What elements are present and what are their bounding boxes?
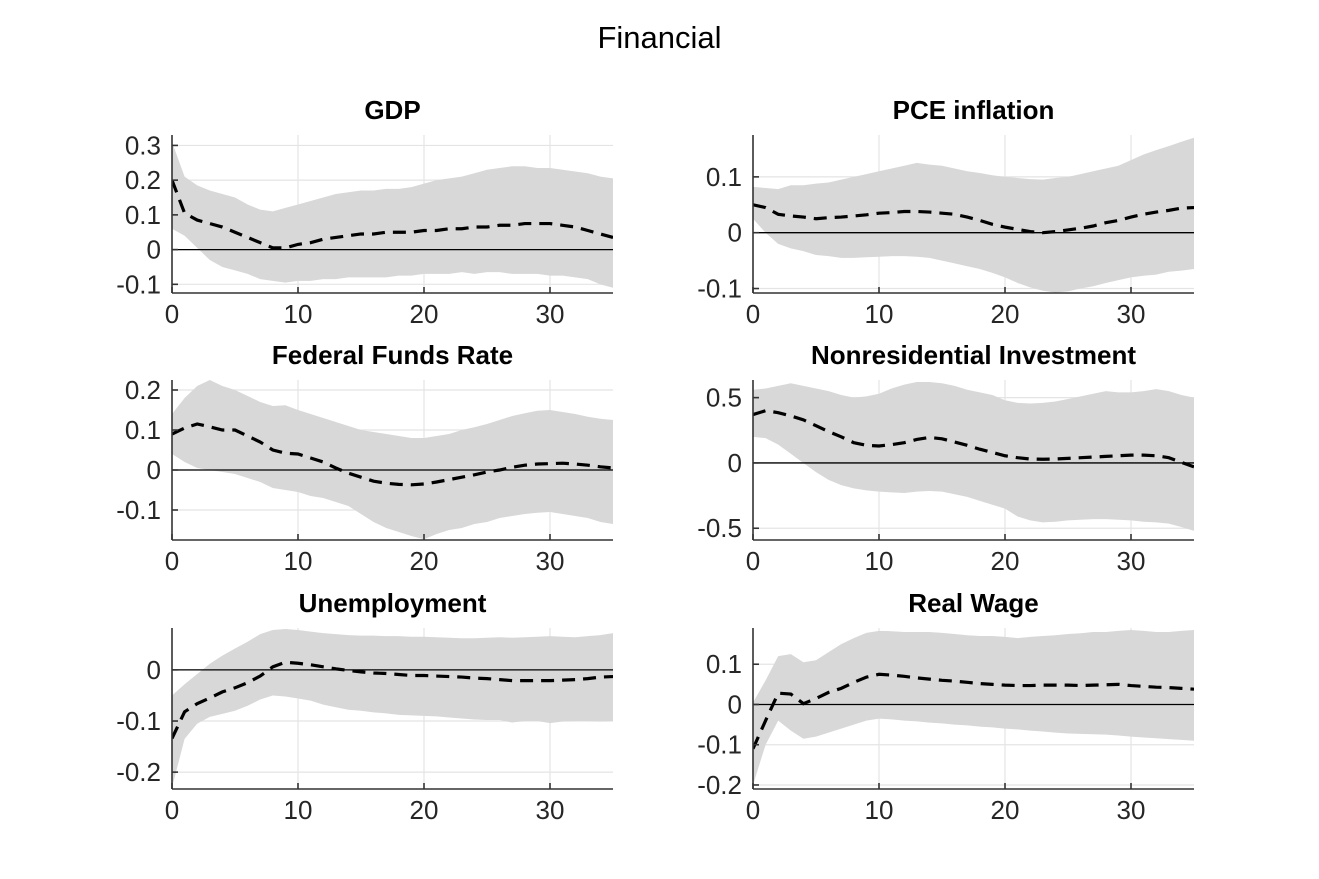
y-tick-label: -0.1 <box>116 269 161 299</box>
confidence-band <box>172 380 613 540</box>
subplot-pce-inflation: 0 10 20 30-0.100.1 <box>697 135 1194 329</box>
figure-title: Financial <box>597 20 722 55</box>
x-tick-label: 10 <box>865 546 894 576</box>
y-tick-label: -0.2 <box>697 770 742 800</box>
subplot-gdp: 0 10 20 30-0.100.10.20.3 <box>116 130 613 329</box>
y-tick-label: 0.2 <box>125 165 161 195</box>
median-line <box>172 660 613 740</box>
x-tick-label: 0 <box>746 299 760 329</box>
x-tick-label: 10 <box>865 299 894 329</box>
x-tick-label: 0 <box>165 795 179 825</box>
y-tick-label: 0 <box>728 448 742 478</box>
x-tick-label: 20 <box>410 546 439 576</box>
y-tick-label: 0 <box>728 689 742 719</box>
x-tick-label: 30 <box>536 795 565 825</box>
y-tick-label: 0.1 <box>706 649 742 679</box>
y-tick-label: 0 <box>147 655 161 685</box>
x-tick-label: 10 <box>284 299 313 329</box>
confidence-band <box>753 137 1194 293</box>
x-tick-label: 30 <box>536 299 565 329</box>
x-tick-label: 0 <box>746 546 760 576</box>
median-line <box>172 422 613 487</box>
x-tick-label: 30 <box>1117 299 1146 329</box>
x-tick-label: 0 <box>165 546 179 576</box>
x-tick-label: 20 <box>991 299 1020 329</box>
x-tick-label: 20 <box>410 795 439 825</box>
plot-title-federal-funds-rate: Federal Funds Rate <box>271 340 514 370</box>
y-tick-label: 0.5 <box>706 383 742 413</box>
confidence-band <box>172 629 613 788</box>
y-tick-label: 0 <box>147 235 161 265</box>
y-tick-label: 0 <box>728 218 742 248</box>
median-line <box>753 203 1194 235</box>
y-tick-label: 0.1 <box>125 200 161 230</box>
y-tick-label: -0.1 <box>697 274 742 304</box>
y-tick-label: 0.2 <box>125 375 161 405</box>
x-tick-label: 30 <box>1117 546 1146 576</box>
plot-title-pce-inflation: PCE inflation <box>892 95 1055 125</box>
x-tick-label: 20 <box>991 546 1020 576</box>
x-tick-label: 0 <box>746 795 760 825</box>
median-line <box>753 672 1194 750</box>
y-tick-label: 0.1 <box>706 162 742 192</box>
plot-title-nonresidential-investment: Nonresidential Investment <box>810 340 1137 370</box>
confidence-band <box>753 630 1194 785</box>
y-tick-label: -0.1 <box>116 706 161 736</box>
subplot-federal-funds-rate: 0 10 20 30-0.100.10.2 <box>116 375 613 576</box>
confidence-band <box>172 141 613 288</box>
x-tick-label: 30 <box>1117 795 1146 825</box>
plot-title-real-wage: Real Wage <box>908 588 1039 618</box>
y-tick-label: -0.5 <box>697 513 742 543</box>
plot-title-unemployment: Unemployment <box>298 588 487 618</box>
y-tick-label: 0 <box>147 455 161 485</box>
median-line <box>172 179 613 250</box>
x-tick-label: 20 <box>991 795 1020 825</box>
x-tick-label: 10 <box>284 546 313 576</box>
x-tick-label: 30 <box>536 546 565 576</box>
plot-title-gdp: GDP <box>364 95 421 125</box>
y-tick-label: -0.1 <box>697 730 742 760</box>
y-tick-label: 0.1 <box>125 415 161 445</box>
y-tick-label: 0.3 <box>125 130 161 160</box>
x-tick-label: 10 <box>284 795 313 825</box>
subplot-nonresidential-investment: 0 10 20 30-0.500.5 <box>697 380 1194 576</box>
x-tick-label: 0 <box>165 299 179 329</box>
confidence-band <box>753 381 1194 531</box>
y-tick-label: -0.2 <box>116 757 161 787</box>
subplot-real-wage: 0 10 20 30 -0.2 -0.1 0 0.1 <box>697 628 1194 825</box>
y-tick-label: -0.1 <box>116 495 161 525</box>
subplot-unemployment: 0 10 20 30 -0.2 -0.1 0 <box>116 628 613 825</box>
x-tick-label: 10 <box>865 795 894 825</box>
x-tick-label: 20 <box>410 299 439 329</box>
